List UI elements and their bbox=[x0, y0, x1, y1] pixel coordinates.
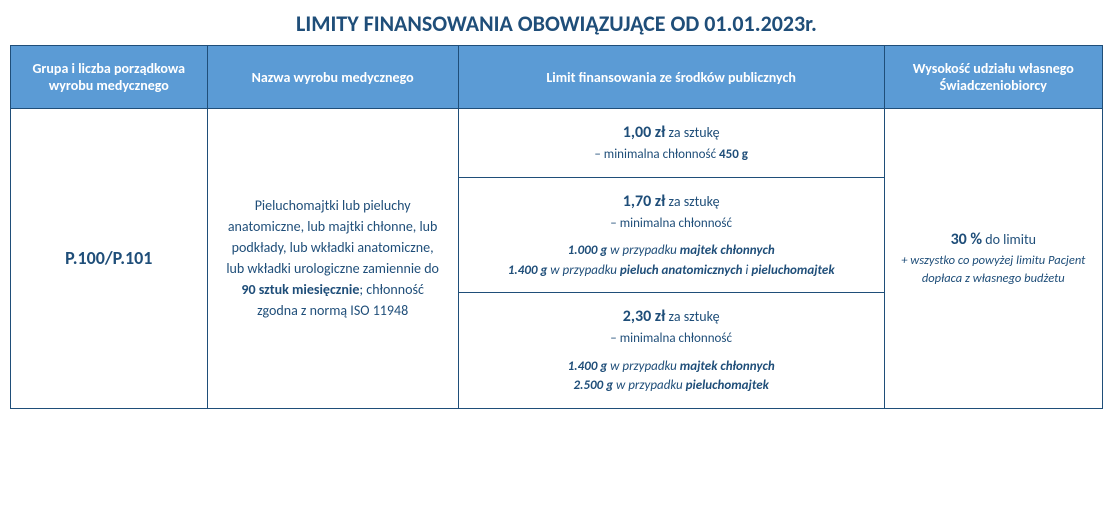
group-code-text: P.100/P.101 bbox=[65, 247, 152, 269]
limit-2-d1-mid: w przypadku bbox=[547, 263, 620, 278]
product-text-1: Pieluchomajtki lub pieluchy anatomiczne,… bbox=[226, 197, 439, 277]
limit-2-d1-bold: pieluch anatomicznych bbox=[620, 263, 743, 278]
table-row: P.100/P.101 Pieluchomajtki lub pieluchy … bbox=[11, 109, 1103, 178]
cell-limit-2: 1,70 zł za sztukę – minimalna chłonność … bbox=[458, 177, 884, 293]
limit-1-note-prefix: – minimalna chłonność bbox=[594, 147, 719, 162]
limit-3-suffix: za sztukę bbox=[665, 308, 719, 325]
limit-3-d0-bold: majtek chłonnych bbox=[680, 359, 775, 374]
limit-1-suffix: za sztukę bbox=[665, 124, 719, 141]
col-header-patient: Wysokość udziału własnego Świadczeniobio… bbox=[884, 46, 1102, 109]
limit-2-note: – minimalna chłonność bbox=[473, 214, 870, 234]
limit-3-d0-val: 1.400 g bbox=[568, 359, 608, 374]
limit-2-d1-val: 1.400 g bbox=[508, 263, 548, 278]
limit-2-d0-bold: majtek chłonnych bbox=[680, 243, 775, 258]
patient-extra: + wszystko co powyżej limitu Pacjent dop… bbox=[899, 252, 1088, 290]
limit-2-d1-tailbold: pieluchomajtek bbox=[751, 263, 834, 278]
cell-group-code: P.100/P.101 bbox=[11, 109, 208, 409]
limit-3-d1-val: 2.500 g bbox=[573, 378, 613, 393]
cell-product-name: Pieluchomajtki lub pieluchy anatomiczne,… bbox=[207, 109, 458, 409]
col-header-limit: Limit finansowania ze środków publicznyc… bbox=[458, 46, 884, 109]
limit-2-price: 1,70 zł bbox=[623, 192, 666, 211]
patient-pct: 30 % bbox=[951, 230, 983, 249]
financing-table: Grupa i liczba porządkowa wyrobu medyczn… bbox=[10, 45, 1103, 409]
cell-limit-3: 2,30 zł za sztukę – minimalna chłonność … bbox=[458, 293, 884, 409]
limit-1-price: 1,00 zł bbox=[623, 123, 666, 142]
limit-3-d0-mid: w przypadku bbox=[607, 359, 680, 374]
table-header-row: Grupa i liczba porządkowa wyrobu medyczn… bbox=[11, 46, 1103, 109]
cell-patient-share: 30 % do limitu + wszystko co powyżej lim… bbox=[884, 109, 1102, 409]
limit-1-note-bold: 450 g bbox=[719, 147, 748, 162]
limit-3-note: – minimalna chłonność bbox=[473, 329, 870, 349]
limit-2-d0-val: 1.000 g bbox=[568, 243, 608, 258]
limit-3-d1-bold: pieluchomajtek bbox=[686, 378, 769, 393]
patient-pct-suffix: do limitu bbox=[982, 231, 1036, 248]
cell-limit-1: 1,00 zł za sztukę – minimalna chłonność … bbox=[458, 109, 884, 178]
page-title: LIMITY FINANSOWANIA OBOWIĄZUJĄCE OD 01.0… bbox=[10, 10, 1103, 37]
limit-2-d0-mid: w przypadku bbox=[607, 243, 680, 258]
col-header-group: Grupa i liczba porządkowa wyrobu medyczn… bbox=[11, 46, 208, 109]
col-header-product: Nazwa wyrobu medycznego bbox=[207, 46, 458, 109]
limit-3-d1-mid: w przypadku bbox=[613, 378, 686, 393]
limit-2-suffix: za sztukę bbox=[665, 193, 719, 210]
limit-3-price: 2,30 zł bbox=[623, 307, 666, 326]
product-text-bold: 90 sztuk miesięcznie bbox=[241, 281, 359, 298]
